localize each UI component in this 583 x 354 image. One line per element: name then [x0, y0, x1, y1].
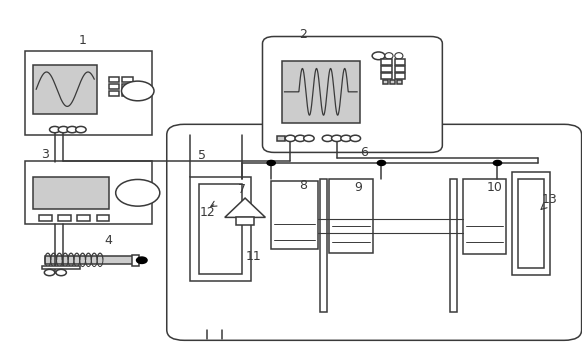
Bar: [24, 51, 152, 135]
Bar: [122, 76, 132, 82]
Circle shape: [341, 135, 352, 142]
Circle shape: [115, 179, 160, 206]
Circle shape: [121, 81, 154, 101]
Bar: [122, 91, 132, 96]
Circle shape: [372, 52, 385, 60]
Text: 10: 10: [487, 181, 503, 194]
Bar: [320, 179, 327, 312]
Circle shape: [493, 160, 501, 165]
Bar: [58, 215, 71, 221]
Circle shape: [285, 135, 296, 142]
Bar: [518, 179, 544, 268]
Text: 6: 6: [360, 146, 368, 159]
Text: 9: 9: [354, 181, 362, 194]
Bar: [277, 136, 285, 141]
Text: 3: 3: [41, 148, 49, 161]
Bar: [329, 179, 373, 252]
FancyBboxPatch shape: [167, 124, 582, 340]
Bar: [271, 181, 318, 249]
Bar: [381, 73, 392, 79]
Circle shape: [322, 135, 333, 142]
Bar: [33, 65, 97, 114]
Bar: [97, 215, 109, 221]
Bar: [282, 61, 360, 122]
Bar: [236, 217, 254, 225]
Bar: [109, 91, 119, 96]
Text: 2: 2: [299, 28, 307, 41]
Text: 4: 4: [105, 234, 113, 247]
Circle shape: [304, 135, 314, 142]
Bar: [33, 177, 109, 209]
Circle shape: [136, 257, 147, 263]
Circle shape: [350, 135, 360, 142]
Circle shape: [377, 160, 385, 165]
Bar: [199, 184, 242, 274]
Bar: [381, 59, 392, 65]
Bar: [451, 179, 458, 312]
Bar: [382, 80, 388, 84]
Bar: [395, 59, 405, 65]
Circle shape: [50, 126, 60, 133]
Circle shape: [56, 269, 66, 276]
Bar: [463, 179, 506, 254]
Bar: [396, 80, 402, 84]
Bar: [122, 84, 132, 89]
Text: 11: 11: [246, 250, 262, 263]
FancyBboxPatch shape: [262, 36, 442, 153]
Text: 12: 12: [199, 206, 215, 219]
Ellipse shape: [395, 53, 403, 59]
Circle shape: [295, 135, 305, 142]
Circle shape: [76, 126, 86, 133]
Text: 5: 5: [198, 149, 206, 162]
Bar: [42, 266, 80, 269]
Bar: [45, 256, 135, 264]
Bar: [109, 84, 119, 89]
Bar: [395, 66, 405, 72]
Bar: [389, 80, 395, 84]
Bar: [78, 215, 90, 221]
Polygon shape: [225, 198, 265, 217]
Circle shape: [44, 269, 55, 276]
Bar: [132, 255, 139, 266]
Bar: [109, 76, 119, 82]
Bar: [39, 215, 52, 221]
Text: 1: 1: [79, 34, 86, 46]
Bar: [24, 161, 152, 224]
Ellipse shape: [385, 53, 393, 59]
Bar: [395, 73, 405, 79]
Bar: [512, 172, 550, 275]
Bar: [190, 177, 251, 281]
Text: 13: 13: [542, 193, 557, 206]
Circle shape: [332, 135, 342, 142]
Circle shape: [267, 160, 275, 165]
Bar: [381, 66, 392, 72]
Text: 8: 8: [299, 179, 307, 192]
Text: 7: 7: [238, 183, 246, 196]
Circle shape: [67, 126, 78, 133]
Circle shape: [58, 126, 69, 133]
